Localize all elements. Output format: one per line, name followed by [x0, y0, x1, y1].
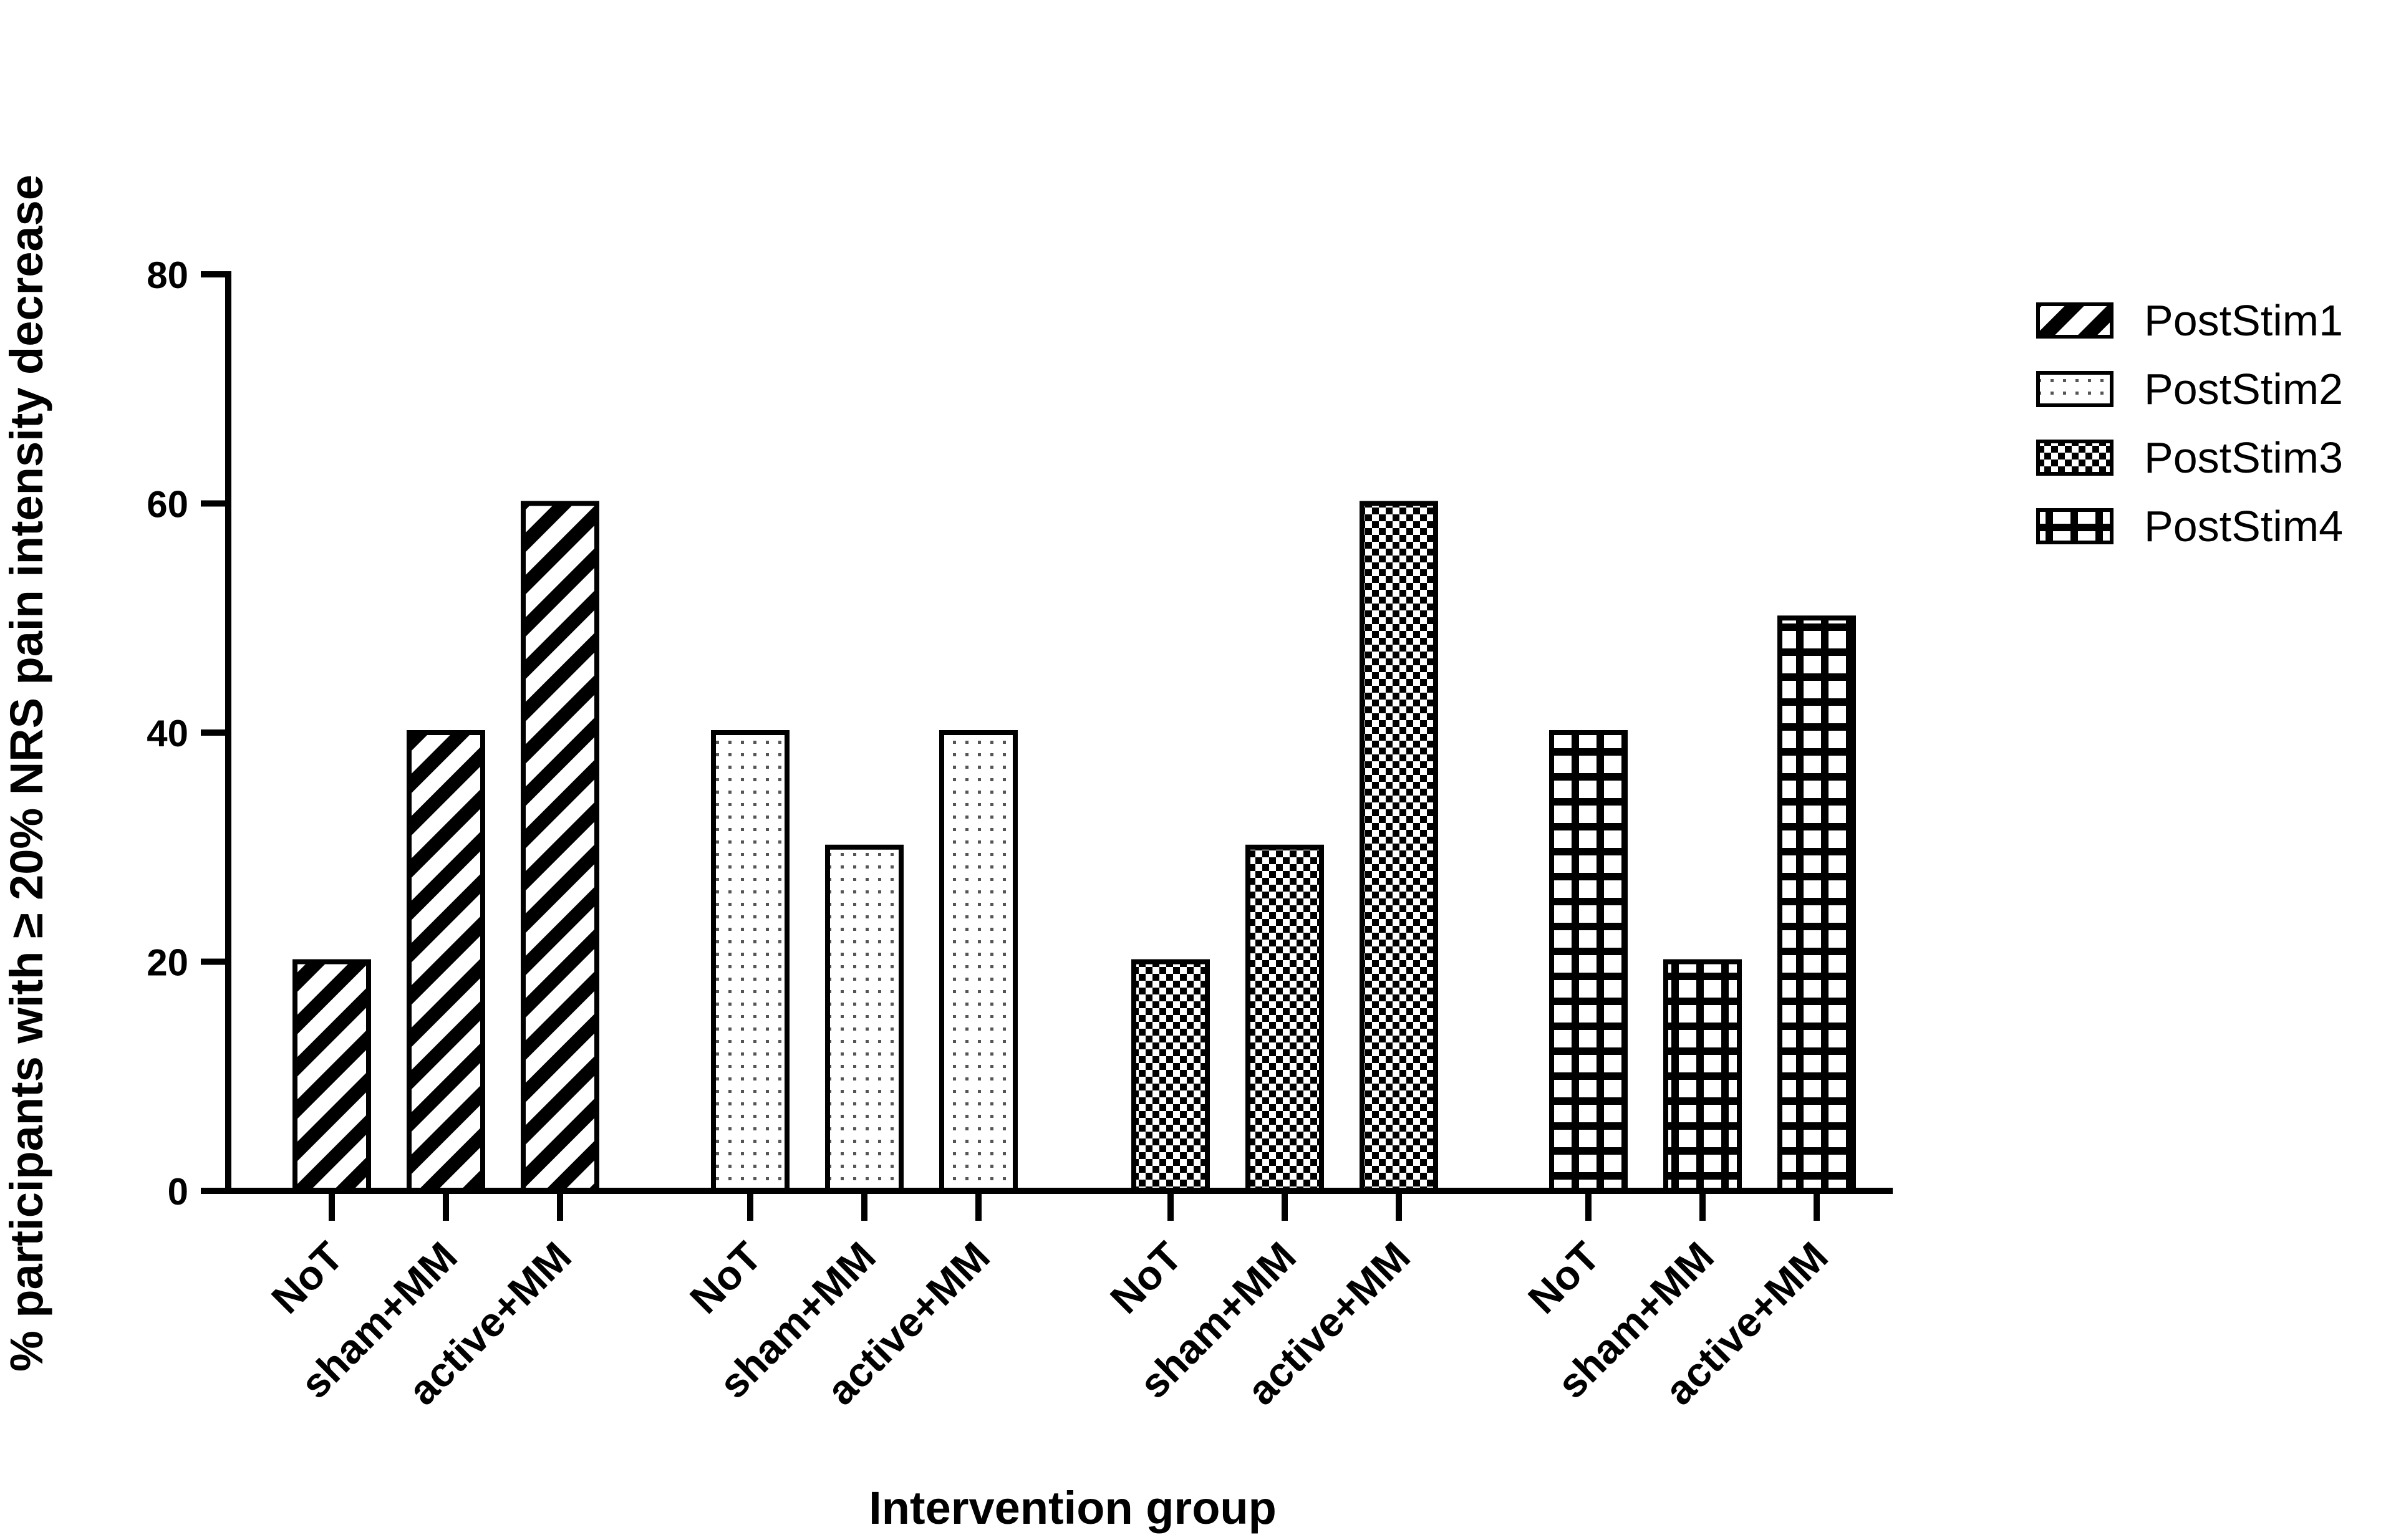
bar-poststim3-sham-plus-mm — [1245, 844, 1324, 1193]
y-tick-label: 0 — [168, 1171, 188, 1213]
y-tick-label: 60 — [147, 484, 188, 526]
y-tick-label: 80 — [147, 254, 188, 296]
x-tick-label: NoT — [1519, 1233, 1608, 1322]
bar-poststim1-sham-plus-mm — [407, 730, 485, 1193]
legend-label-poststim3: PostStim3 — [2144, 433, 2343, 482]
legend-label-poststim1: PostStim1 — [2144, 296, 2343, 345]
y-axis-title: % participants with ≥ 20% NRS pain inten… — [1, 175, 52, 1372]
legend-label-poststim2: PostStim2 — [2144, 365, 2343, 413]
y-tick-label: 40 — [147, 713, 188, 754]
bar-poststim4-not — [1549, 730, 1628, 1193]
bar-poststim4-active-plus-mm — [1777, 615, 1856, 1193]
x-tick-label: NoT — [263, 1233, 352, 1322]
legend: PostStim1 PostStim2 PostStim3 PostStim4 — [2036, 296, 2343, 551]
bar-poststim4-sham-plus-mm — [1663, 959, 1742, 1193]
legend-swatch-poststim1 — [2036, 302, 2114, 339]
legend-swatch-poststim2 — [2036, 371, 2114, 407]
x-tick-label: NoT — [1101, 1233, 1191, 1322]
bar-poststim3-active-plus-mm — [1360, 501, 1438, 1193]
x-axis-title: Intervention group — [869, 1482, 1277, 1534]
bar-poststim1-active-plus-mm — [521, 501, 599, 1193]
y-tick-label: 20 — [147, 942, 188, 984]
legend-swatch-poststim3 — [2036, 440, 2114, 476]
x-tick-label: NoT — [681, 1233, 770, 1322]
bar-poststim2-not — [711, 730, 790, 1193]
legend-swatch-poststim4 — [2036, 508, 2114, 544]
legend-label-poststim4: PostStim4 — [2144, 502, 2343, 551]
bars-layer — [292, 501, 1856, 1193]
axes-layer — [201, 271, 1893, 1221]
bar-poststim3-not — [1131, 959, 1210, 1193]
bar-poststim2-active-plus-mm — [939, 730, 1018, 1193]
bar-poststim1-not — [292, 959, 371, 1193]
bar-poststim2-sham-plus-mm — [825, 844, 904, 1193]
